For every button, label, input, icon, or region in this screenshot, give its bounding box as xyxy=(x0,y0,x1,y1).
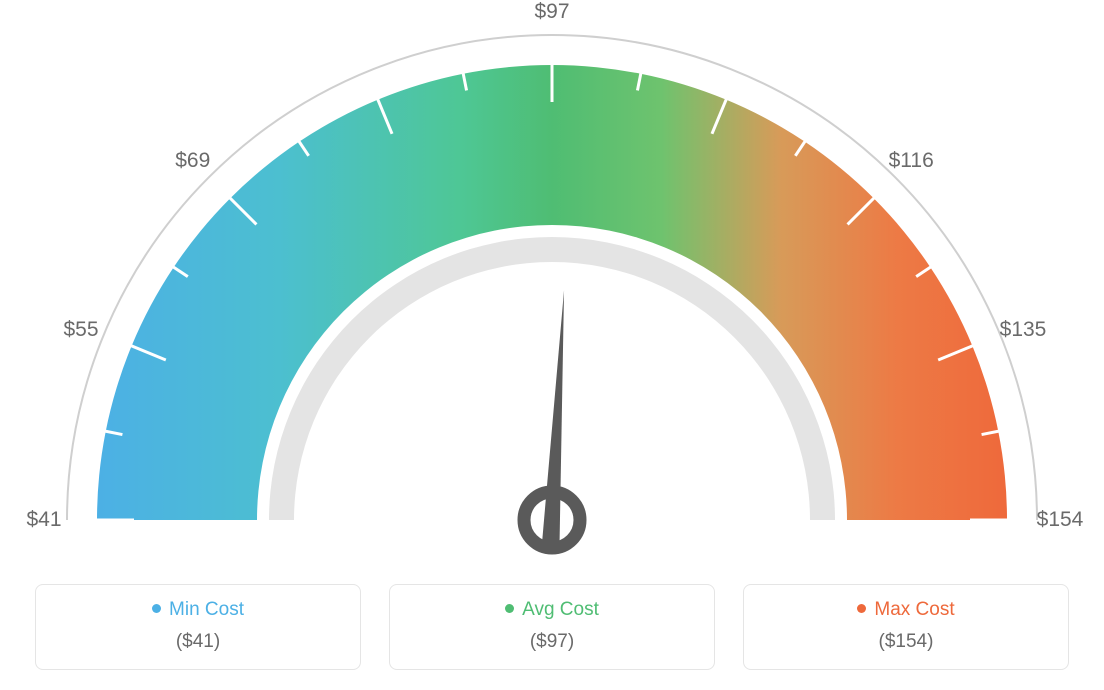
dot-min xyxy=(152,604,161,613)
dot-avg xyxy=(505,604,514,613)
tick-label: $97 xyxy=(534,0,569,24)
legend-label-min: Min Cost xyxy=(36,599,360,621)
tick-label: $154 xyxy=(1037,508,1084,532)
legend-value-min: ($41) xyxy=(36,631,360,653)
gauge-svg xyxy=(0,0,1104,570)
tick-label: $69 xyxy=(175,149,210,173)
legend-label-max: Max Cost xyxy=(744,599,1068,621)
gauge-chart-container: $41 $55 $69 $97 $116 $135 $154 Min Cost ($41) … xyxy=(0,0,1104,690)
legend-value-avg: ($97) xyxy=(390,631,714,653)
legend-label-min-text: Min Cost xyxy=(169,599,244,620)
legend-value-max: ($154) xyxy=(744,631,1068,653)
legend-card-min: Min Cost ($41) xyxy=(35,584,361,670)
legend-label-avg-text: Avg Cost xyxy=(522,599,599,620)
legend-card-max: Max Cost ($154) xyxy=(743,584,1069,670)
gauge-area: $41 $55 $69 $97 $116 $135 $154 xyxy=(0,0,1104,570)
tick-label: $41 xyxy=(26,508,61,532)
tick-label: $135 xyxy=(1000,318,1047,342)
dot-max xyxy=(857,604,866,613)
legend-label-max-text: Max Cost xyxy=(874,599,954,620)
tick-label: $55 xyxy=(63,318,98,342)
legend-card-avg: Avg Cost ($97) xyxy=(389,584,715,670)
legend-row: Min Cost ($41) Avg Cost ($97) Max Cost (… xyxy=(35,584,1069,670)
legend-label-avg: Avg Cost xyxy=(390,599,714,621)
tick-label: $116 xyxy=(889,149,934,173)
